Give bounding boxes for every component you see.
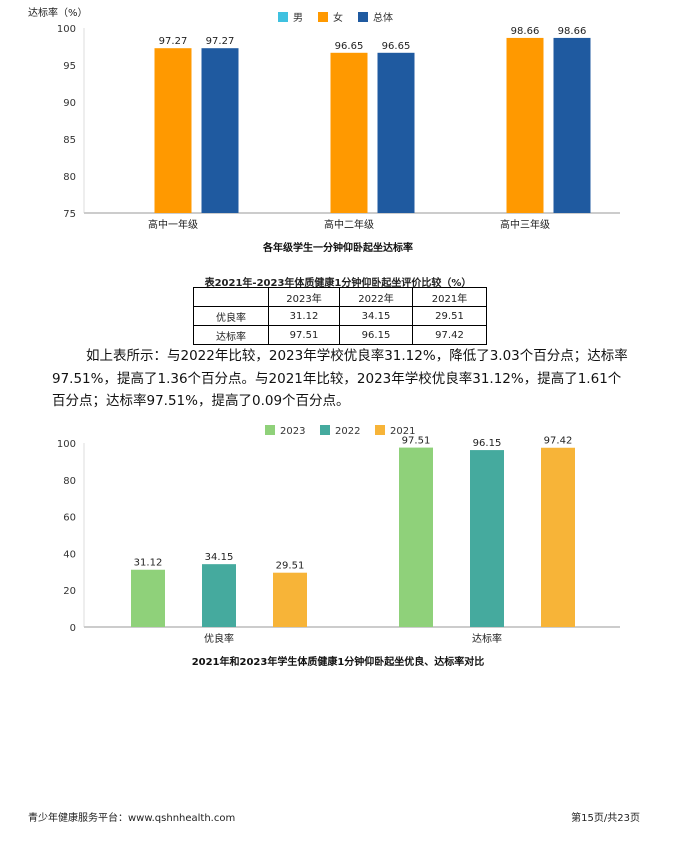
- y-tick-label: 100: [57, 439, 76, 450]
- bar-value-label: 96.65: [335, 41, 364, 52]
- bar-value-label: 98.66: [558, 26, 587, 37]
- table-cell: 29.51: [412, 306, 487, 326]
- bar-value-label: 31.12: [134, 558, 163, 569]
- y-tick-label: 95: [63, 61, 76, 72]
- table-row: 达标率 97.51 96.15 97.42: [193, 325, 487, 345]
- legend-label: 2021: [390, 426, 415, 437]
- table-cell: 97.42: [412, 325, 487, 345]
- table-cell: 34.15: [339, 306, 413, 326]
- legend-swatch: [320, 425, 330, 435]
- bar-value-label: 97.42: [544, 436, 573, 447]
- chart-title: 各年级学生一分钟仰卧起坐达标率: [262, 241, 413, 254]
- table-header-cell: 2023年: [268, 287, 340, 307]
- table-row: 优良率 31.12 34.15 29.51: [193, 306, 487, 326]
- y-tick-label: 85: [63, 135, 76, 146]
- x-tick-label: 达标率: [472, 632, 502, 645]
- table-title: 表2021年-2023年体质健康1分钟仰卧起坐评价比较（%）: [204, 278, 472, 289]
- legend-swatch: [375, 425, 385, 435]
- table-cell: 96.15: [339, 325, 413, 345]
- bar: [506, 37, 544, 213]
- footer-website: 青少年健康服务平台：www.qshnhealth.com: [28, 813, 236, 824]
- y-tick-label: 100: [57, 24, 76, 35]
- analysis-paragraph: 如上表所示：与2022年比较，2023年学校优良率31.12%，降低了3.03个…: [52, 348, 628, 409]
- legend-label: 总体: [373, 11, 393, 24]
- bar: [470, 450, 504, 627]
- table-cell: 优良率: [193, 306, 269, 326]
- bar-value-label: 97.27: [206, 36, 235, 47]
- bar: [131, 569, 165, 627]
- y-tick-label: 80: [63, 476, 76, 487]
- bar: [330, 52, 368, 213]
- y-tick-label: 90: [63, 98, 76, 109]
- bar: [201, 48, 239, 214]
- legend-label: 2023: [280, 426, 305, 437]
- bar: [399, 447, 433, 627]
- legend-label: 男: [293, 12, 303, 24]
- x-tick-label: 高中三年级: [500, 218, 550, 231]
- bar-value-label: 96.65: [382, 41, 411, 52]
- bar: [541, 447, 575, 627]
- bar-value-label: 97.51: [402, 436, 431, 447]
- table-cell: 97.51: [268, 325, 340, 345]
- chart-title: 2021年和2023年学生体质健康1分钟仰卧起坐优良、达标率对比: [192, 655, 485, 668]
- x-tick-label: 高中一年级: [148, 218, 198, 231]
- legend-label: 女: [333, 11, 343, 24]
- bar-value-label: 34.15: [205, 552, 234, 563]
- legend-swatch: [278, 12, 288, 22]
- y-tick-label: 40: [63, 549, 76, 560]
- excellent-pass-comparison-chart: 0 20 40 60 80 100 2023 2022 2021 优良率 31.12 34.15 29.…: [57, 425, 620, 668]
- y-tick-label: 60: [63, 513, 76, 524]
- y-tick-label: 75: [63, 209, 76, 220]
- bar-value-label: 98.66: [511, 26, 540, 37]
- legend-label: 2022: [335, 426, 360, 437]
- bar-value-label: 97.27: [159, 36, 188, 47]
- legend-swatch: [358, 12, 368, 22]
- x-tick-label: 高中二年级: [324, 218, 374, 231]
- table-header-cell: 2021年: [412, 287, 487, 307]
- bar: [553, 37, 591, 213]
- y-tick-label: 20: [63, 586, 76, 597]
- table-header-cell: [193, 287, 269, 307]
- table-cell: 31.12: [268, 306, 340, 326]
- comparison-table: 2023年 2022年 2021年 优良率 31.12 34.15 29.51 …: [193, 287, 487, 345]
- legend-swatch: [318, 12, 328, 22]
- bar: [154, 48, 192, 214]
- bar: [273, 572, 307, 627]
- y-tick-label: 80: [63, 172, 76, 183]
- legend-swatch: [265, 425, 275, 435]
- y-tick-label: 0: [70, 623, 76, 634]
- bar-value-label: 96.15: [473, 438, 502, 449]
- bar-value-label: 29.51: [276, 561, 305, 572]
- table-header-cell: 2022年: [339, 287, 413, 307]
- footer-page-number: 第15页/共23页: [571, 813, 640, 824]
- x-tick-label: 优良率: [204, 632, 234, 645]
- y-axis-label: 达标率（%）: [28, 6, 88, 19]
- bar: [202, 564, 236, 627]
- table-cell: 达标率: [193, 325, 269, 345]
- bar: [377, 52, 415, 213]
- table-header-row: 2023年 2022年 2021年: [193, 287, 487, 307]
